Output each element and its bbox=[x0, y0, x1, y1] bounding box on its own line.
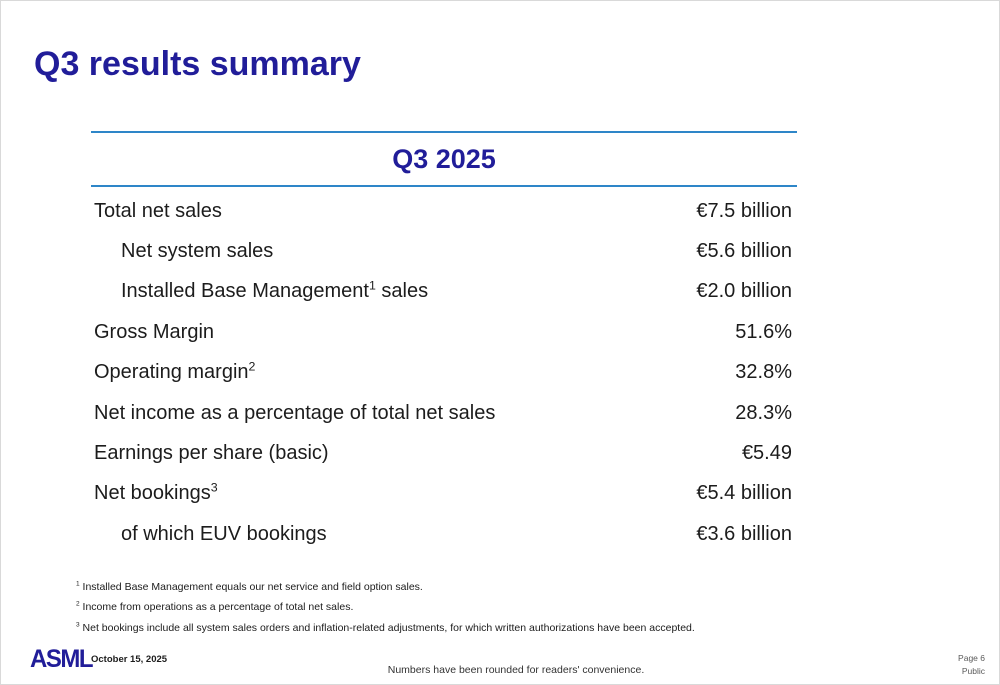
table-top-rule bbox=[91, 131, 797, 133]
row-label: Net system sales bbox=[121, 240, 274, 263]
footnote-3: 3 Net bookings include all system sales … bbox=[76, 621, 695, 634]
column-header-q3-2025: Q3 2025 bbox=[392, 143, 496, 174]
table-row-gross-margin: Gross Margin 51.6% bbox=[91, 312, 797, 352]
table-row-net-bookings: Net bookings3 €5.4 billion bbox=[91, 474, 797, 514]
row-value: 51.6% bbox=[735, 320, 792, 343]
row-value: €5.6 billion bbox=[696, 240, 792, 263]
row-value: €7.5 billion bbox=[696, 199, 792, 222]
row-label: Net income as a percentage of total net … bbox=[94, 401, 496, 424]
row-label: Net bookings3 bbox=[94, 480, 218, 505]
row-label: Total net sales bbox=[94, 199, 222, 222]
asml-logo: ASML bbox=[30, 645, 94, 674]
row-value: €3.6 billion bbox=[696, 522, 792, 545]
classification-label: Public bbox=[961, 665, 985, 676]
row-label: Operating margin2 bbox=[94, 359, 256, 384]
row-value: 32.8% bbox=[735, 361, 792, 384]
table-rows: Total net sales €7.5 billion Net system … bbox=[91, 187, 797, 555]
row-value: €5.49 bbox=[741, 442, 792, 465]
row-label: of which EUV bookings bbox=[121, 522, 327, 545]
row-label: Earnings per share (basic) bbox=[94, 442, 329, 465]
footnotes: 1 Installed Base Management equals our n… bbox=[76, 577, 695, 638]
footnote-1: 1 Installed Base Management equals our n… bbox=[76, 580, 423, 593]
footer-date: October 15, 2025 bbox=[91, 654, 168, 665]
table-row-euv-bookings: of which EUV bookings €3.6 billion bbox=[91, 514, 797, 554]
row-label: Installed Base Management1 sales bbox=[121, 278, 429, 303]
table-row-net-income-percentage: Net income as a percentage of total net … bbox=[91, 393, 797, 433]
table-row-total-net-sales: Total net sales €7.5 billion bbox=[91, 191, 797, 231]
table-row-operating-margin: Operating margin2 32.8% bbox=[91, 353, 797, 393]
footer-page-info: Page 6 Public bbox=[958, 652, 985, 677]
page-number: Page 6 bbox=[958, 653, 985, 663]
row-value: €5.4 billion bbox=[696, 482, 792, 505]
table-row-net-system-sales: Net system sales €5.6 billion bbox=[91, 231, 797, 271]
row-value: 28.3% bbox=[735, 401, 792, 424]
footer-rounding-note: Numbers have been rounded for readers' c… bbox=[387, 664, 645, 676]
row-value: €2.0 billion bbox=[696, 280, 792, 303]
table-row-earnings-per-share: Earnings per share (basic) €5.49 bbox=[91, 433, 797, 473]
page-title: Q3 results summary bbox=[34, 45, 361, 83]
results-table: Q3 2025 Total net sales €7.5 billion Net… bbox=[91, 131, 797, 555]
row-label: Gross Margin bbox=[94, 320, 215, 343]
footnote-2: 2 Income from operations as a percentage… bbox=[76, 600, 354, 614]
table-header-rule bbox=[91, 185, 797, 187]
table-row-installed-base-management-sales: Installed Base Management1 sales €2.0 bi… bbox=[91, 272, 797, 312]
